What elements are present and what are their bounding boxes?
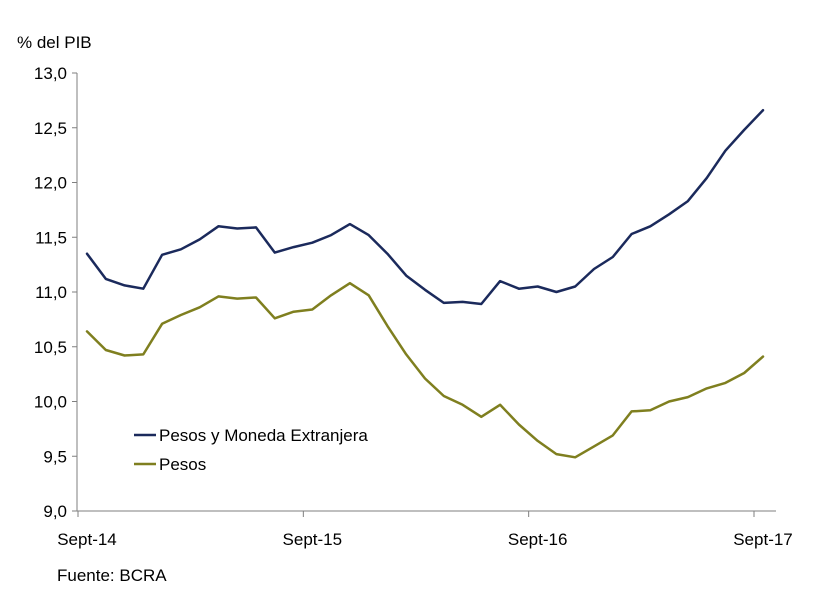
y-tick-label: 11,5	[35, 228, 67, 247]
x-tick-label: Sept-17	[733, 530, 793, 549]
series-lines	[85, 108, 765, 459]
legend-label: Pesos y Moneda Extranjera	[159, 426, 368, 445]
y-tick-label: 11,0	[35, 283, 67, 302]
x-tick-label: Sept-16	[508, 530, 568, 549]
y-axis-unit-label: % del PIB	[17, 33, 92, 52]
y-tick-label: 10,0	[34, 393, 67, 412]
x-tick-label: Sept-15	[283, 530, 343, 549]
y-tick-label: 9,5	[43, 447, 67, 466]
y-tick-label: 10,5	[34, 338, 67, 357]
y-tick-label: 13,0	[34, 64, 67, 83]
series-line-pesos	[85, 281, 765, 459]
legend-label: Pesos	[159, 455, 206, 474]
x-tick-label: Sept-14	[57, 530, 117, 549]
legend: Pesos y Moneda Extranjera Pesos	[134, 426, 368, 474]
source-note: Fuente: BCRA	[57, 566, 167, 585]
y-axis: 9,0 9,5 10,0 10,5 11,0 11,5 12,0 12,5 13,0	[34, 64, 78, 521]
y-tick-label: 12,0	[34, 174, 67, 193]
y-tick-label: 9,0	[43, 502, 67, 521]
x-axis: Sept-14 Sept-15 Sept-16 Sept-17	[57, 510, 793, 549]
series-line-pesos-y-moneda-extranjera	[85, 108, 765, 306]
y-tick-label: 12,5	[34, 119, 67, 138]
